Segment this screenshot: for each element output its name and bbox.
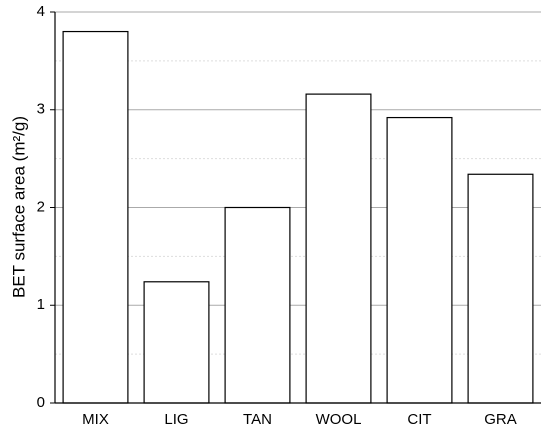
x-tick-label: GRA bbox=[484, 411, 517, 428]
x-tick-label: CIT bbox=[407, 411, 431, 428]
y-tick-label: 3 bbox=[37, 101, 45, 118]
bar bbox=[467, 173, 534, 404]
y-tick-label: 2 bbox=[37, 198, 45, 215]
x-tick-label: LIG bbox=[164, 411, 188, 428]
y-axis-label: BET surface area (m²/g) bbox=[9, 116, 28, 298]
bar bbox=[224, 206, 291, 404]
x-tick-label: MIX bbox=[82, 411, 109, 428]
bar bbox=[305, 93, 372, 404]
y-tick-label: 4 bbox=[37, 3, 45, 20]
bar bbox=[386, 116, 453, 404]
bar bbox=[143, 281, 210, 404]
y-tick-label: 1 bbox=[37, 296, 45, 313]
y-tick-label: 0 bbox=[37, 394, 45, 411]
x-tick-label: WOOL bbox=[316, 411, 362, 428]
x-tick-label: TAN bbox=[243, 411, 272, 428]
bar bbox=[62, 30, 129, 404]
